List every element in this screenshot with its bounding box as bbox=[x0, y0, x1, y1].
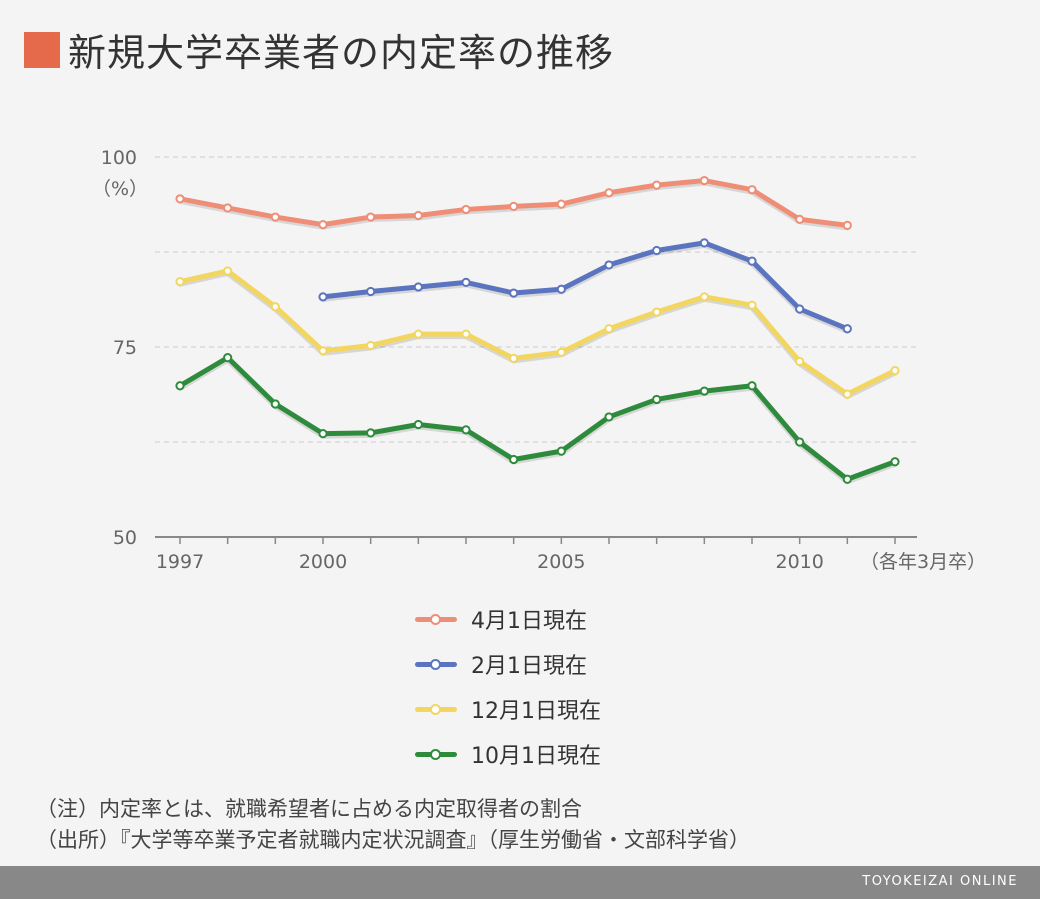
data-point bbox=[270, 302, 280, 312]
legend-label: 10月1日現在 bbox=[471, 743, 601, 769]
data-point bbox=[747, 300, 757, 310]
data-point bbox=[795, 304, 805, 314]
data-point bbox=[461, 329, 471, 339]
legend-label: 4月1日現在 bbox=[471, 608, 587, 634]
data-point bbox=[795, 214, 805, 224]
data-point bbox=[652, 180, 662, 190]
data-point bbox=[795, 356, 805, 367]
data-point bbox=[556, 446, 566, 456]
y-tick-label: 50 bbox=[113, 527, 137, 549]
data-point bbox=[795, 437, 805, 447]
y-tick-label: 75 bbox=[113, 337, 137, 359]
data-point bbox=[604, 412, 614, 422]
data-point bbox=[604, 188, 614, 198]
data-point bbox=[461, 204, 471, 215]
data-point bbox=[842, 324, 852, 334]
data-point bbox=[318, 292, 328, 302]
legend-item-apr: 4月1日現在 bbox=[415, 596, 601, 641]
data-point bbox=[461, 425, 471, 435]
data-point bbox=[747, 381, 757, 391]
data-point bbox=[175, 381, 185, 391]
y-tick-label: 100 bbox=[101, 147, 137, 169]
line-chart: 50 75 100 （%） 1997 2000 2005 2010 （各年3月卒） bbox=[92, 147, 986, 573]
legend-swatch bbox=[415, 696, 457, 722]
data-point bbox=[556, 284, 566, 294]
data-point bbox=[699, 238, 709, 248]
data-point bbox=[699, 292, 709, 302]
data-point bbox=[366, 212, 376, 222]
footer-bar: TOYOKEIZAI ONLINE bbox=[0, 866, 1040, 899]
data-point bbox=[223, 266, 233, 276]
data-point bbox=[890, 365, 900, 376]
data-point bbox=[318, 220, 328, 230]
data-point bbox=[318, 346, 328, 356]
data-point bbox=[509, 353, 519, 363]
data-point bbox=[413, 329, 423, 339]
data-point bbox=[699, 175, 709, 186]
legend-item-feb: 2月1日現在 bbox=[415, 641, 601, 686]
legend-label: 2月1日現在 bbox=[471, 653, 587, 679]
chart-header: 新規大学卒業者の内定率の推移 bbox=[24, 22, 614, 77]
data-point bbox=[366, 286, 376, 297]
x-tick-label: 2000 bbox=[299, 551, 347, 573]
legend-swatch bbox=[415, 651, 457, 677]
data-point bbox=[413, 210, 423, 221]
data-point bbox=[842, 389, 852, 399]
footer-brand: TOYOKEIZAI ONLINE bbox=[862, 874, 1018, 889]
data-point bbox=[270, 212, 280, 222]
legend-item-dec: 12月1日現在 bbox=[415, 686, 601, 731]
note-definition: （注）内定率とは、就職希望者に占める内定取得者の割合 bbox=[36, 797, 582, 821]
data-point bbox=[413, 282, 423, 292]
legend-label: 12月1日現在 bbox=[471, 698, 601, 724]
data-point bbox=[556, 347, 566, 357]
chart-title: 新規大学卒業者の内定率の推移 bbox=[68, 31, 615, 75]
data-point bbox=[604, 324, 614, 334]
note-source: （出所）『大学等卒業予定者就職内定状況調査』（厚生労働省・文部科学省） bbox=[36, 828, 750, 852]
data-point bbox=[175, 277, 185, 287]
data-point bbox=[175, 194, 185, 204]
data-point bbox=[842, 220, 852, 230]
data-point bbox=[461, 277, 471, 287]
title-marker bbox=[24, 31, 60, 68]
x-tick-label: 2005 bbox=[537, 551, 585, 573]
data-point bbox=[509, 288, 519, 298]
data-point bbox=[652, 394, 662, 405]
series-line bbox=[177, 268, 898, 397]
series-line bbox=[320, 240, 850, 332]
data-point bbox=[652, 245, 662, 256]
data-point bbox=[699, 386, 709, 396]
data-point bbox=[652, 307, 662, 317]
y-axis-label: （%） bbox=[92, 178, 148, 200]
data-point bbox=[270, 399, 280, 409]
data-point bbox=[556, 199, 566, 209]
data-point bbox=[842, 474, 852, 484]
legend-swatch bbox=[415, 606, 457, 632]
data-point bbox=[413, 419, 423, 430]
x-tick-label: 2010 bbox=[775, 551, 823, 573]
series-line-shadow bbox=[177, 356, 898, 485]
data-point bbox=[223, 353, 233, 363]
x-axis-label: （各年3月卒） bbox=[860, 551, 986, 573]
data-point bbox=[509, 201, 519, 211]
data-point bbox=[604, 260, 614, 270]
notes: （注）内定率とは、就職希望者に占める内定取得者の割合 （出所）『大学等卒業予定者… bbox=[36, 794, 750, 856]
data-point bbox=[318, 429, 328, 439]
data-point bbox=[366, 340, 376, 351]
data-point bbox=[747, 185, 757, 195]
data-point bbox=[366, 428, 376, 438]
legend-swatch bbox=[415, 741, 457, 767]
data-point bbox=[223, 203, 233, 213]
data-point bbox=[890, 457, 900, 467]
legend: 4月1日現在 2月1日現在 12月1日現在 10月1日現在 bbox=[415, 596, 601, 776]
series-line bbox=[177, 355, 898, 482]
data-point bbox=[747, 256, 757, 266]
x-tick-label: 1997 bbox=[156, 551, 204, 573]
legend-item-oct: 10月1日現在 bbox=[415, 731, 601, 776]
data-point bbox=[509, 454, 519, 465]
